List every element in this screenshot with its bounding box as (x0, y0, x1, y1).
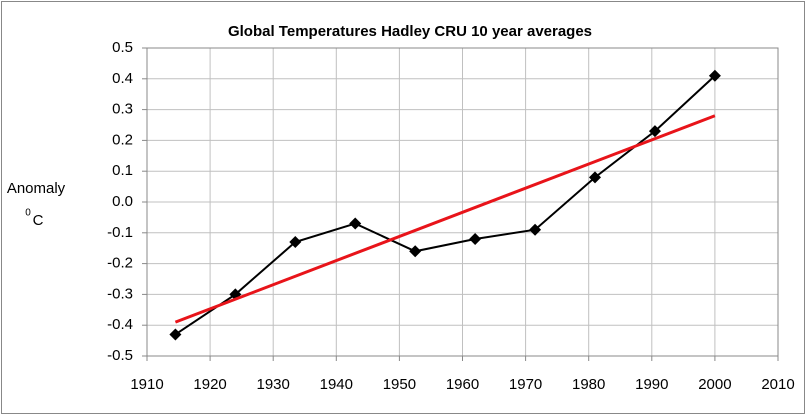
y-tick-label: 0.1 (112, 162, 133, 179)
x-tick-label: 1980 (572, 376, 605, 393)
x-tick-label: 2010 (761, 376, 794, 393)
point-marker (529, 223, 542, 236)
y-tick-label: 0.4 (112, 70, 133, 87)
y-tick-label: -0.5 (107, 347, 133, 364)
y-tick-label: -0.2 (107, 255, 133, 272)
x-tick-label: 1960 (446, 376, 479, 393)
x-tick-label: 1930 (257, 376, 290, 393)
y-axis-label: Anomaly (7, 180, 66, 197)
point-marker (169, 328, 182, 341)
y-unit-superscript: 0 (25, 208, 31, 219)
plot-border (146, 47, 779, 357)
y-tick-label: -0.3 (107, 285, 133, 302)
x-tick-label: 2000 (698, 376, 731, 393)
x-tick-label: 1940 (320, 376, 353, 393)
series-line (174, 74, 716, 336)
point-marker (349, 217, 362, 230)
y-unit: C (33, 212, 44, 229)
series-line (174, 114, 716, 324)
y-tick-label: -0.1 (107, 224, 133, 241)
x-tick-label: 1910 (130, 376, 163, 393)
x-tick-label: 1920 (193, 376, 226, 393)
x-tick-label: 1950 (383, 376, 416, 393)
point-marker (648, 125, 661, 138)
y-tick-label: -0.4 (107, 316, 133, 333)
chart-title: Global Temperatures Hadley CRU 10 year a… (228, 23, 592, 40)
point-marker (708, 69, 721, 82)
point-marker (409, 245, 422, 258)
x-tick-label: 1970 (509, 376, 542, 393)
y-tick-label: 0.0 (112, 193, 133, 210)
y-tick-label: 0.2 (112, 131, 133, 148)
y-tick-label: 0.3 (112, 101, 133, 118)
y-tick-label: 0.5 (112, 39, 133, 56)
point-marker (589, 171, 602, 184)
x-tick-label: 1990 (635, 376, 668, 393)
point-marker (289, 236, 302, 249)
point-marker (469, 232, 482, 245)
